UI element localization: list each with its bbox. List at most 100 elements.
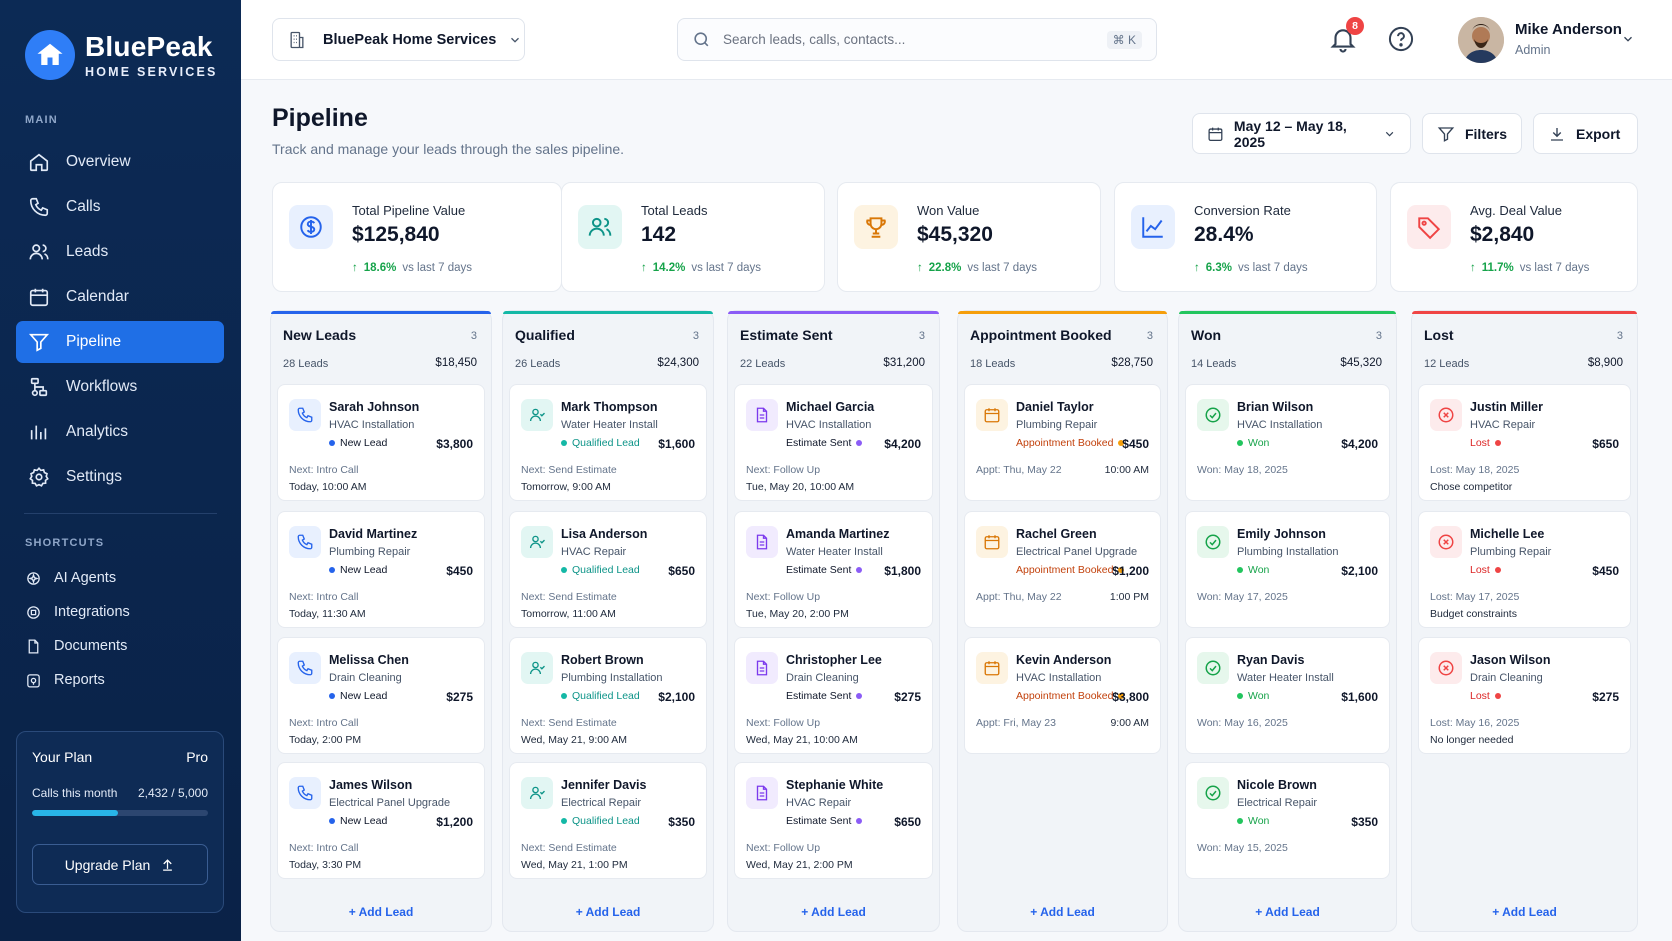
lead-service: Water Heater Install [1237,672,1334,684]
lead-card[interactable]: Ryan Davis Water Heater Install Won $1,600 W… [1185,637,1390,754]
lead-card[interactable]: Daniel Taylor Plumbing Repair Appointment … [964,384,1161,501]
add-lead-button[interactable]: + Add Lead [348,905,414,919]
add-lead-button[interactable]: + Add Lead [1030,905,1095,919]
column-accent [1179,311,1396,314]
lead-card[interactable]: Jason Wilson Drain Cleaning Lost $275 Lost: … [1418,637,1631,754]
export-button[interactable]: Export [1533,113,1638,154]
lead-value: $450 [1592,564,1619,578]
avatar[interactable] [1458,17,1504,63]
company-selector[interactable]: BluePeak Home Services [272,18,525,61]
page-title: Pipeline [272,104,368,132]
column-accent [1412,311,1637,314]
lead-card[interactable]: David Martinez Plumbing Repair New Lead $45… [277,511,485,628]
upgrade-label: Upgrade Plan [64,856,151,873]
lead-status: Appointment Booked [1016,437,1125,449]
lead-card[interactable]: Stephanie White HVAC Repair Estimate Sent $… [734,762,933,879]
filters-label: Filters [1464,125,1507,142]
lead-service: HVAC Installation [329,419,415,431]
column-menu-icon[interactable]: 3 [1375,330,1382,342]
stat-card-won-value: Won Value $45,320 ↑ 22.8% vs last 7 days [837,182,1101,292]
lead-card[interactable]: Justin Miller HVAC Repair Lost $650 Lost: Ma… [1418,384,1631,501]
add-lead-button[interactable]: + Add Lead [575,905,641,919]
lead-detail: Won: May 15, 2025 [1197,842,1288,854]
lead-time: 10:00 AM [1104,464,1149,476]
shortcut-reports[interactable]: Reports [16,663,224,697]
lead-name: Robert Brown [561,653,644,667]
search-bar[interactable]: ⌘ K [677,18,1157,61]
lead-note: Chose competitor [1430,481,1513,493]
lead-card[interactable]: Christopher Lee Drain Cleaning Estimate Se… [734,637,933,754]
bell-icon[interactable] [1328,24,1358,54]
lead-card[interactable]: Michael Garcia HVAC Installation Estimate … [734,384,933,501]
lead-card[interactable]: Nicole Brown Electrical Repair Won $350 Won:… [1185,762,1390,879]
sidebar-item-leads[interactable]: Leads [16,231,224,273]
lead-card[interactable]: Robert Brown Plumbing Installation Qualifi… [509,637,707,754]
lead-card[interactable]: Mark Thompson Water Heater Install Qualifi… [509,384,707,501]
column-menu-icon[interactable]: 3 [470,330,477,342]
status-dot [856,818,863,824]
shortcut-integrations[interactable]: Integrations [16,595,224,629]
lead-status: Lost [1470,690,1501,702]
add-lead-button[interactable]: + Add Lead [1492,905,1557,919]
column-menu-icon[interactable]: 3 [918,330,925,342]
lead-card[interactable]: Emily Johnson Plumbing Installation Won $2,… [1185,511,1390,628]
stat-card-conversion-rate: Conversion Rate 28.4% ↑ 6.3% vs last 7 days [1114,182,1377,292]
lead-card[interactable]: Amanda Martinez Water Heater Install Estim… [734,511,933,628]
chevron-down-icon[interactable] [1621,32,1635,46]
lead-card[interactable]: Kevin Anderson HVAC Installation Appointme… [964,637,1161,754]
column-lead-count: 22 Leads [740,358,786,370]
brand-subtitle: HOME SERVICES [85,64,218,79]
shortcut-ai-agents[interactable]: AI Agents [16,561,224,595]
lead-card[interactable]: James Wilson Electrical Panel Upgrade New … [277,762,485,879]
column-new-leads: New Leads 3 28 Leads $18,450 Sarah Johnson HV… [270,310,492,932]
lead-card[interactable]: Melissa Chen Drain Cleaning New Lead $275 Ne… [277,637,485,754]
lead-card[interactable]: Brian Wilson HVAC Installation Won $4,200 Wo… [1185,384,1390,501]
sidebar-item-settings[interactable]: Settings [16,456,224,498]
lead-value: $350 [1351,815,1378,829]
tag-icon [1407,205,1451,249]
lead-note: Today, 11:30 AM [289,608,366,620]
lead-status-text: New Lead [340,815,388,827]
column-menu-icon[interactable]: 3 [692,330,699,342]
column-won: Won 3 14 Leads $45,320 Brian Wilson HVAC Inst… [1178,310,1397,932]
filters-button[interactable]: Filters [1422,113,1522,154]
column-menu-icon[interactable]: 3 [1616,330,1623,342]
lead-note: Wed, May 21, 10:00 AM [746,734,858,746]
search-input[interactable] [723,32,1083,47]
lead-card[interactable]: Michelle Lee Plumbing Repair Lost $450 Lost:… [1418,511,1631,628]
column-accent [958,311,1167,314]
lead-detail: Appt: Thu, May 22 [976,591,1062,603]
lead-value: $1,200 [436,815,473,829]
lead-card[interactable]: Rachel Green Electrical Panel Upgrade Appo… [964,511,1161,628]
lead-note: Today, 3:30 PM [289,859,362,871]
lead-card[interactable]: Lisa Anderson HVAC Repair Qualified Lead $6… [509,511,707,628]
sidebar-item-workflows[interactable]: Workflows [16,366,224,408]
sidebar-item-pipeline[interactable]: Pipeline [16,321,224,363]
lead-service: Electrical Panel Upgrade [1016,546,1138,558]
shortcut-documents[interactable]: Documents [16,629,224,663]
column-menu-icon[interactable]: 3 [1146,330,1153,342]
lead-card[interactable]: Sarah Johnson HVAC Installation New Lead $3… [277,384,485,501]
add-lead-button[interactable]: + Add Lead [1255,905,1320,919]
sidebar-item-label: Leads [66,243,109,260]
sidebar-item-analytics[interactable]: Analytics [16,411,224,453]
sidebar-item-overview[interactable]: Overview [16,141,224,183]
lead-name: Michelle Lee [1470,527,1545,541]
date-range-picker[interactable]: May 12 – May 18, 2025 [1192,113,1411,154]
sidebar-item-calendar[interactable]: Calendar [16,276,224,318]
status-dot [1494,440,1501,446]
chevron-down-icon [511,37,520,43]
add-lead-button[interactable]: + Add Lead [801,905,866,919]
gear-icon [29,467,49,487]
lead-detail: Won: May 17, 2025 [1197,591,1288,603]
brand[interactable]: BluePeak HOME SERVICES [25,30,218,80]
calendar-icon [1208,127,1223,141]
sidebar-item-calls[interactable]: Calls [16,186,224,228]
upgrade-plan-button[interactable]: Upgrade Plan [32,844,208,885]
lead-status: Won [1237,437,1269,449]
help-icon[interactable] [1387,25,1415,53]
status-dot [1118,440,1125,446]
check-circle-icon [1197,399,1229,431]
stat-label: Total Leads [641,203,708,218]
lead-card[interactable]: Jennifer Davis Electrical Repair Qualified… [509,762,707,879]
